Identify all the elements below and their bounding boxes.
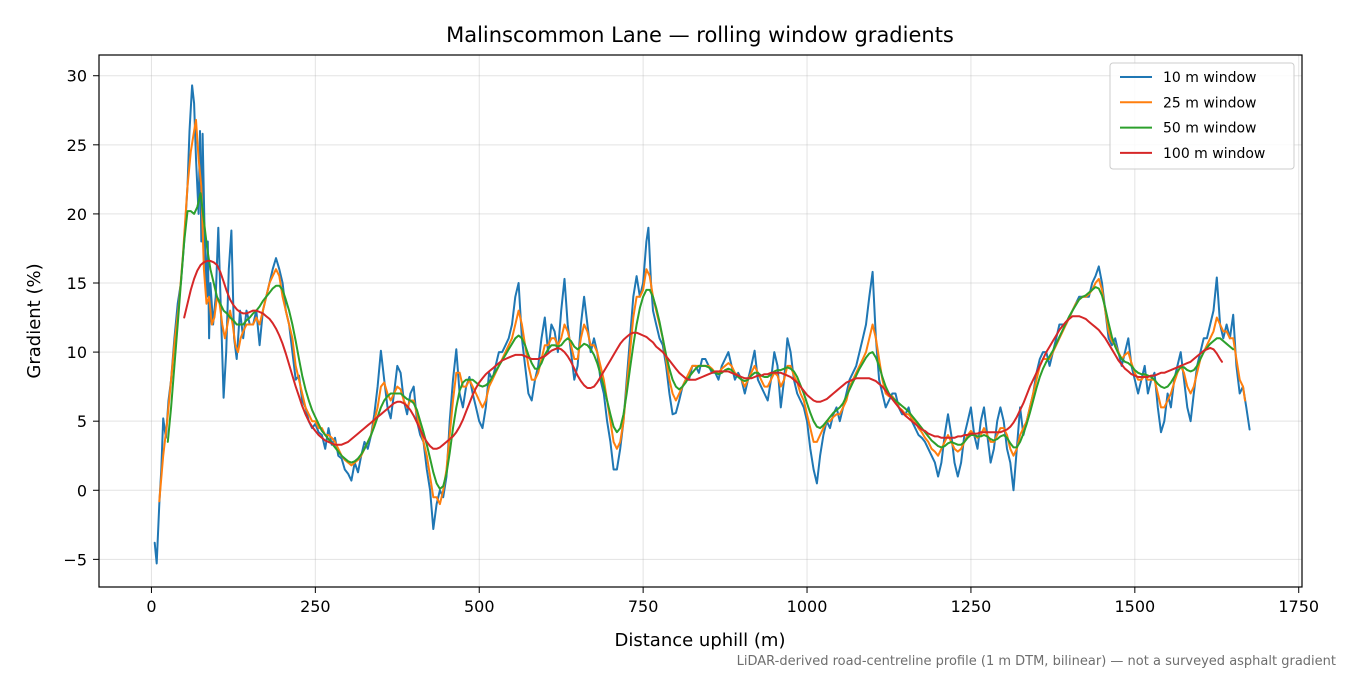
y-tick-label: 0 (77, 481, 87, 500)
y-tick-label: −5 (63, 550, 87, 569)
x-tick-label: 1500 (1114, 597, 1155, 616)
y-axis: −5 0 5 10 15 20 25 30 (63, 67, 99, 569)
series-line-50-m-window (166, 192, 1235, 490)
series-line-100-m-window (183, 259, 1223, 450)
legend-entry: 10 m window (1163, 70, 1256, 86)
x-axis-label: Distance uphill (m) (615, 630, 786, 651)
legend-entry: 50 m window (1163, 121, 1256, 137)
legend-entry: 100 m window (1163, 146, 1265, 162)
x-tick-label: 500 (464, 597, 495, 616)
legend-box (1109, 62, 1295, 170)
y-tick-label: 5 (77, 412, 87, 431)
y-tick-label: 15 (67, 274, 87, 293)
x-tick-label: 250 (300, 597, 331, 616)
x-tick-label: 1750 (1278, 597, 1319, 616)
y-tick-label: 10 (67, 343, 87, 362)
y-tick-label: 20 (67, 205, 87, 224)
series-layer (153, 84, 1251, 565)
x-tick-label: 1000 (787, 597, 828, 616)
chart-title: Malinscommon Lane — rolling window gradi… (446, 23, 954, 47)
y-tick-label: 30 (67, 67, 87, 86)
footnote: LiDAR-derived road-centreline profile (1… (737, 654, 1336, 669)
x-tick-label: 0 (146, 597, 156, 616)
x-axis: 0 250 500 750 1000 1250 1500 1750 (146, 587, 1319, 616)
plot-frame (98, 54, 1303, 588)
grid-lines (99, 55, 1302, 587)
y-tick-label: 25 (67, 136, 87, 155)
legend-entry: 25 m window (1163, 95, 1256, 111)
legend: 10 m window 25 m window 50 m window 100 m w… (1109, 62, 1295, 170)
y-axis-label: Gradient (%) (24, 263, 45, 378)
x-tick-label: 1250 (951, 597, 992, 616)
x-tick-label: 750 (628, 597, 659, 616)
